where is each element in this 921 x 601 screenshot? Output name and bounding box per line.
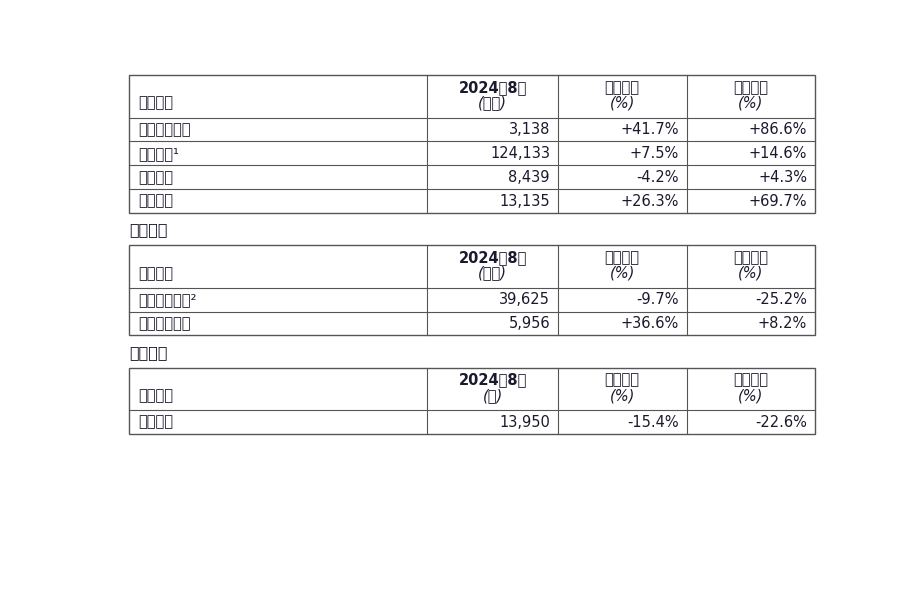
- Text: 2024年8月: 2024年8月: [459, 80, 527, 95]
- Text: 2024年8月: 2024年8月: [459, 373, 527, 388]
- Text: -25.2%: -25.2%: [755, 292, 807, 307]
- Text: +4.3%: +4.3%: [758, 169, 807, 185]
- Text: 顯微儀器: 顯微儀器: [138, 415, 173, 430]
- Text: 5,956: 5,956: [508, 316, 550, 331]
- Text: +69.7%: +69.7%: [749, 194, 807, 209]
- Text: 其他鏡頭: 其他鏡頭: [138, 194, 173, 209]
- Text: 同比變化: 同比變化: [733, 373, 768, 388]
- Text: 玻璃球面鏡片: 玻璃球面鏡片: [138, 122, 191, 137]
- Text: -22.6%: -22.6%: [755, 415, 807, 430]
- Text: 產品類別: 產品類別: [138, 266, 173, 281]
- Text: 13,135: 13,135: [499, 194, 550, 209]
- Text: 39,625: 39,625: [499, 292, 550, 307]
- Text: 手機鏡頭¹: 手機鏡頭¹: [138, 146, 180, 161]
- Text: (%): (%): [610, 266, 635, 281]
- Text: 8,439: 8,439: [508, 169, 550, 185]
- Text: (%): (%): [738, 96, 764, 111]
- Text: 同比變化: 同比變化: [733, 80, 768, 95]
- Bar: [129, 245, 815, 335]
- Text: +14.6%: +14.6%: [749, 146, 807, 161]
- Text: +41.7%: +41.7%: [621, 122, 679, 137]
- Text: 手機攝像模組²: 手機攝像模組²: [138, 292, 197, 307]
- Text: 124,133: 124,133: [490, 146, 550, 161]
- Text: (%): (%): [610, 388, 635, 403]
- Text: (%): (%): [738, 266, 764, 281]
- Text: 車載鏡頭: 車載鏡頭: [138, 169, 173, 185]
- Text: 同比變化: 同比變化: [733, 250, 768, 265]
- Text: 3,138: 3,138: [508, 122, 550, 137]
- Text: +7.5%: +7.5%: [630, 146, 679, 161]
- Text: 環比變化: 環比變化: [605, 373, 640, 388]
- Text: 2024年8月: 2024年8月: [459, 250, 527, 265]
- Text: (%): (%): [738, 388, 764, 403]
- Text: (%): (%): [610, 96, 635, 111]
- Text: (千件): (千件): [478, 266, 507, 281]
- Text: -9.7%: -9.7%: [636, 292, 679, 307]
- Text: -4.2%: -4.2%: [636, 169, 679, 185]
- Text: (件): (件): [483, 388, 503, 403]
- Text: 其他光電產品: 其他光電產品: [138, 316, 191, 331]
- Text: -15.4%: -15.4%: [627, 415, 679, 430]
- Text: +26.3%: +26.3%: [621, 194, 679, 209]
- Text: 產品類別: 產品類別: [138, 388, 173, 403]
- Text: 光學儀器: 光學儀器: [129, 345, 168, 360]
- Bar: [129, 368, 815, 434]
- Text: +8.2%: +8.2%: [758, 316, 807, 331]
- Text: 光電產品: 光電產品: [129, 222, 168, 237]
- Text: (千件): (千件): [478, 96, 507, 111]
- Text: +36.6%: +36.6%: [621, 316, 679, 331]
- Text: +86.6%: +86.6%: [749, 122, 807, 137]
- Text: 產品類別: 產品類別: [138, 96, 173, 111]
- Text: 13,950: 13,950: [499, 415, 550, 430]
- Text: 環比變化: 環比變化: [605, 250, 640, 265]
- Bar: [129, 75, 815, 213]
- Text: 環比變化: 環比變化: [605, 80, 640, 95]
